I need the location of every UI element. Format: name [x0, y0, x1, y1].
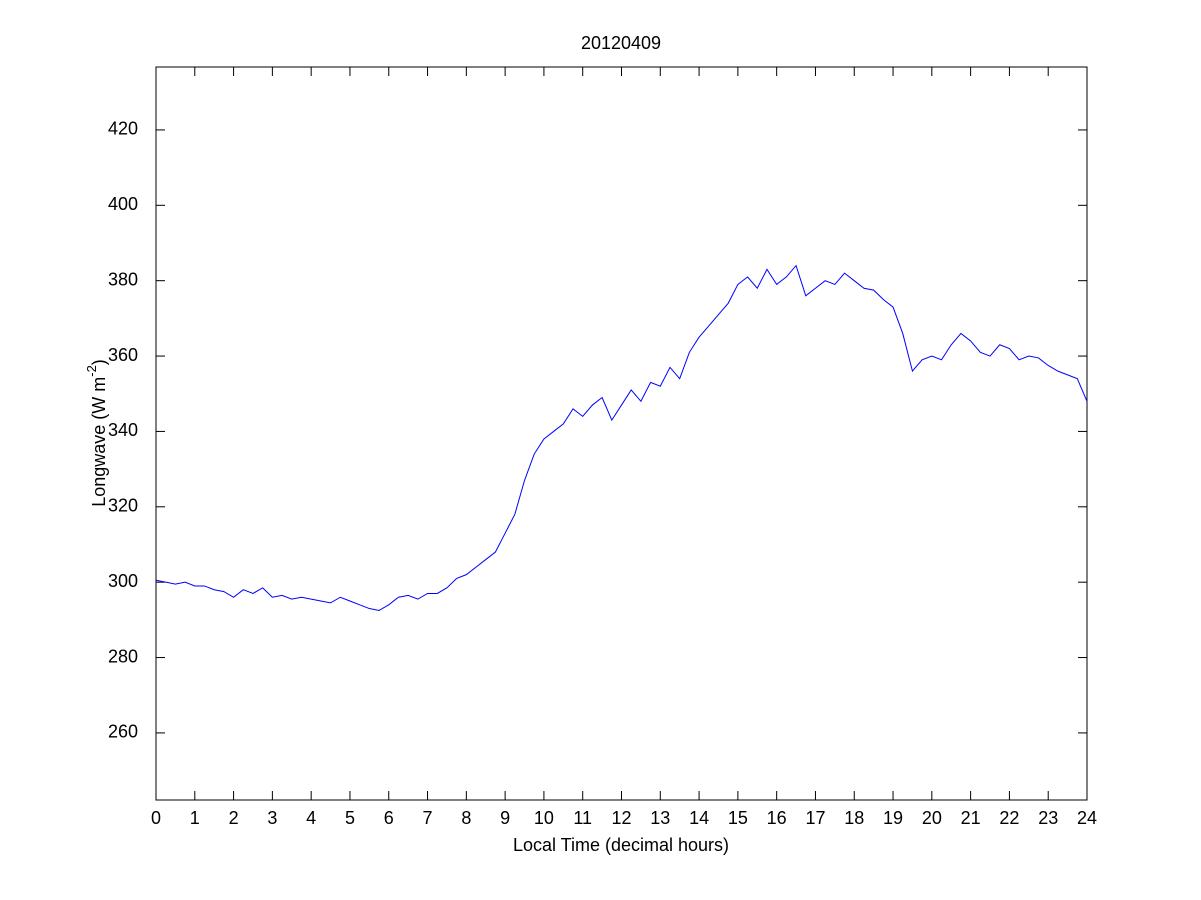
x-tick-label: 7: [423, 808, 433, 828]
x-tick-label: 9: [500, 808, 510, 828]
x-tick-label: 24: [1077, 808, 1097, 828]
y-tick-label: 320: [108, 496, 138, 516]
x-tick-label: 11: [573, 808, 592, 828]
x-tick-label: 8: [461, 808, 471, 828]
x-tick-label: 14: [689, 808, 709, 828]
x-tick-label: 17: [805, 808, 825, 828]
y-axis-label: Longwave (W m-2): [84, 359, 108, 507]
y-tick-label: 400: [108, 194, 138, 214]
x-tick-label: 23: [1038, 808, 1058, 828]
x-tick-label: 12: [611, 808, 631, 828]
y-tick-label: 360: [108, 345, 138, 365]
plot-area: [155, 66, 1088, 801]
data-line: [155, 264, 1088, 611]
x-tick-label: 0: [151, 808, 161, 828]
y-tick-label: 300: [108, 571, 138, 591]
y-label-end: ): [89, 359, 109, 365]
x-tick-label: 6: [384, 808, 394, 828]
x-axis-label: Local Time (decimal hours): [513, 835, 729, 855]
x-tick-label: 21: [961, 808, 981, 828]
x-tick-label: 10: [534, 808, 554, 828]
x-tick-label: 16: [767, 808, 787, 828]
x-tick-label: 22: [999, 808, 1019, 828]
chart-title: 20120409: [581, 33, 661, 53]
y-tick-label: 260: [108, 722, 138, 742]
x-tick-label: 19: [883, 808, 903, 828]
y-label-sup: -2: [84, 365, 99, 377]
x-tick-label: 13: [650, 808, 670, 828]
x-tick-label: 4: [306, 808, 316, 828]
x-tick-label: 20: [922, 808, 942, 828]
x-tick-label: 5: [345, 808, 355, 828]
y-tick-label: 340: [108, 420, 138, 440]
y-tick-label: 280: [108, 646, 138, 666]
x-tick-label: 15: [728, 808, 748, 828]
x-tick-label: 18: [844, 808, 864, 828]
y-label-text: Longwave (W m: [89, 377, 109, 507]
x-tick-label: 1: [190, 808, 200, 828]
x-tick-label: 2: [229, 808, 239, 828]
y-tick-label: 380: [108, 269, 138, 289]
x-tick-label: 3: [267, 808, 277, 828]
y-tick-label: 420: [108, 119, 138, 139]
